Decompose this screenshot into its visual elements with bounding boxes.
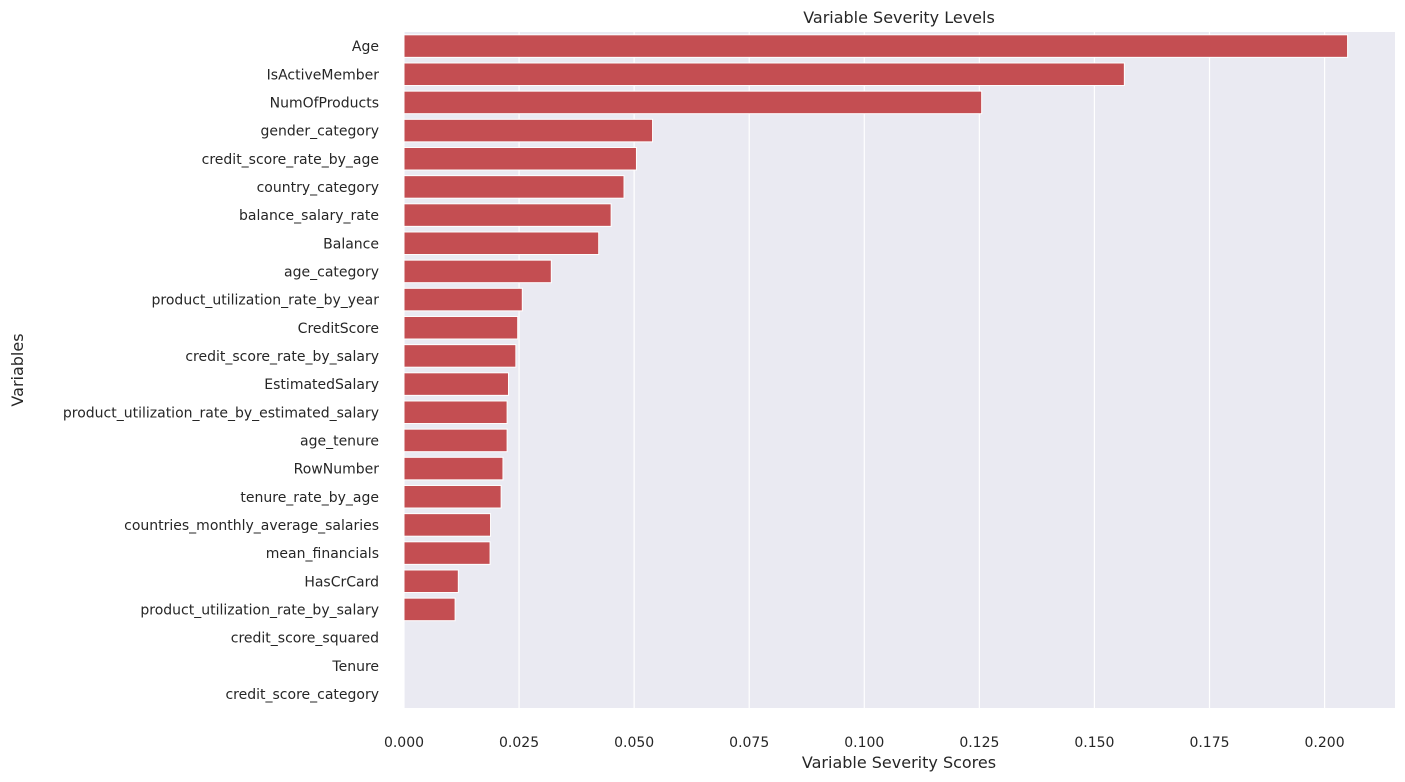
plot-area <box>404 32 1395 708</box>
y-tick-label: balance_salary_rate <box>239 208 379 224</box>
bar <box>403 569 459 594</box>
x-axis-title: Variable Severity Scores <box>802 753 996 772</box>
y-tick-label: RowNumber <box>294 462 380 478</box>
bar <box>403 118 654 143</box>
bar <box>403 259 552 284</box>
bar <box>403 597 456 622</box>
y-tick-label: EstimatedSalary <box>264 377 379 393</box>
y-tick-label: gender_category <box>260 124 379 140</box>
y-tick-label: CreditScore <box>298 321 379 337</box>
bar <box>403 372 509 396</box>
x-tick-label: 0.025 <box>499 735 539 751</box>
x-tick-label: 0.125 <box>959 735 999 751</box>
x-tick-label: 0.100 <box>844 735 884 751</box>
bar <box>403 203 612 227</box>
y-tick-label: credit_score_squared <box>231 631 379 647</box>
y-tick-label: credit_score_rate_by_age <box>202 152 379 168</box>
grid-lines <box>403 32 1326 708</box>
x-tick-label: 0.200 <box>1305 735 1345 751</box>
y-tick-label: Age <box>352 39 379 55</box>
y-axis-title: Variables <box>8 333 27 406</box>
y-tick-label: countries_monthly_average_salaries <box>124 518 379 534</box>
y-tick-label: Tenure <box>331 659 379 675</box>
y-tick-label: NumOfProducts <box>270 95 379 111</box>
bar <box>403 428 508 453</box>
y-tick-label: age_category <box>284 264 379 280</box>
bar <box>403 231 600 256</box>
bar <box>403 541 491 565</box>
bar <box>403 513 492 537</box>
bar <box>403 400 508 425</box>
y-tick-label: product_utilization_rate_by_estimated_sa… <box>63 405 379 421</box>
x-tick-label: 0.175 <box>1189 735 1229 751</box>
y-tick-label: IsActiveMember <box>267 67 380 83</box>
bar <box>403 90 983 115</box>
bar <box>403 344 517 368</box>
y-tick-label: tenure_rate_by_age <box>240 490 379 506</box>
chart-title: Variable Severity Levels <box>803 8 995 27</box>
bar <box>403 456 504 481</box>
y-tick-label: credit_score_category <box>225 687 379 703</box>
y-tick-label: mean_financials <box>266 546 379 562</box>
x-tick-label: 0.000 <box>384 735 424 751</box>
x-tick-label: 0.075 <box>729 735 769 751</box>
x-tick-label: 0.050 <box>614 735 654 751</box>
bar <box>403 62 1125 87</box>
bar <box>403 175 625 199</box>
y-tick-label: credit_score_rate_by_salary <box>185 349 379 365</box>
y-tick-label: age_tenure <box>300 433 379 449</box>
y-tick-label: product_utilization_rate_by_year <box>152 293 380 309</box>
x-tick-label: 0.150 <box>1074 735 1114 751</box>
y-tick-label: HasCrCard <box>304 574 379 590</box>
y-tick-label: product_utilization_rate_by_salary <box>140 602 379 618</box>
y-tick-labels: Age IsActiveMember NumOfProducts gender_cat… <box>63 39 379 703</box>
y-tick-label: country_category <box>257 180 379 196</box>
bar <box>403 315 519 340</box>
bar <box>403 287 523 312</box>
bar <box>403 34 1349 58</box>
x-tick-labels: 0.000 0.025 0.050 0.075 0.100 0.125 0.150 0.175… <box>384 735 1345 751</box>
y-tick-label: Balance <box>323 236 379 252</box>
bars-group <box>403 34 1349 622</box>
bar <box>403 484 502 509</box>
bar <box>403 146 637 171</box>
